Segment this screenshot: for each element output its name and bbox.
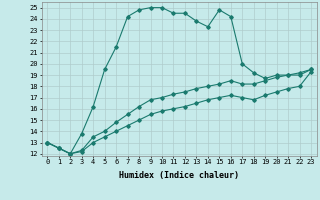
- X-axis label: Humidex (Indice chaleur): Humidex (Indice chaleur): [119, 171, 239, 180]
